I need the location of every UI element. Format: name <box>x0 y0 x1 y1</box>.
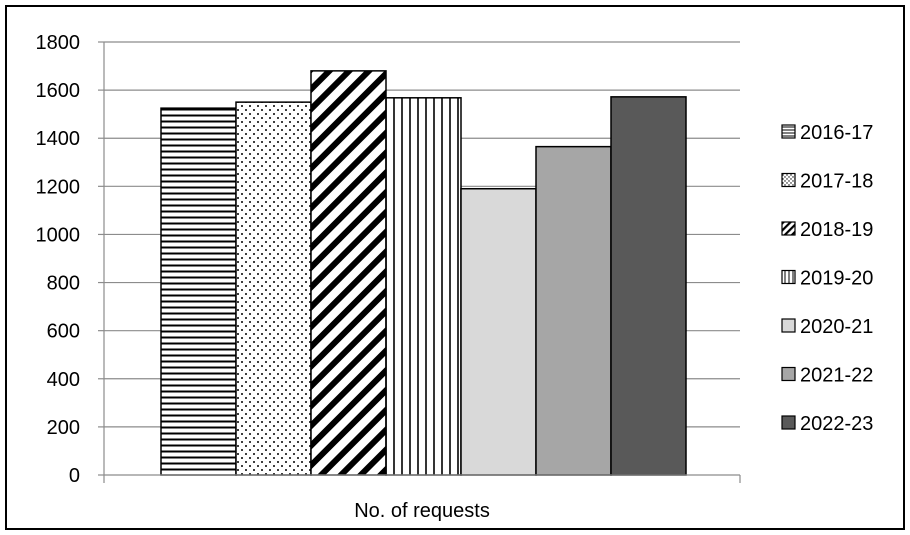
y-tick-label: 600 <box>47 321 80 343</box>
legend-label: 2019-20 <box>800 268 873 290</box>
bar-2021-22 <box>535 145 612 476</box>
y-tick-label: 200 <box>47 417 80 439</box>
legend-swatch-2022-23 <box>781 415 796 430</box>
legend-swatch-2018-19 <box>781 221 796 236</box>
y-tick-label: 400 <box>47 369 80 391</box>
legend-label: 2018-19 <box>800 219 873 241</box>
legend-label: 2016-17 <box>800 122 873 144</box>
y-tick-label: 800 <box>47 273 80 295</box>
bar-2016-17 <box>160 107 237 476</box>
legend-label: 2017-18 <box>800 171 873 193</box>
y-tick-label: 1200 <box>36 176 81 198</box>
y-tick-label: 0 <box>69 465 80 487</box>
x-axis-category-label: No. of requests <box>354 500 490 522</box>
y-tick-label: 1000 <box>36 224 81 246</box>
legend-label: 2021-22 <box>800 365 873 387</box>
y-tick-label: 1800 <box>36 32 81 54</box>
y-tick-label: 1400 <box>36 128 81 150</box>
bar-2017-18 <box>235 101 312 476</box>
legend-label: 2020-21 <box>800 316 873 338</box>
bar-2020-21 <box>460 187 537 476</box>
legend-swatch-2017-18 <box>781 172 796 188</box>
bar-2022-23 <box>610 96 687 476</box>
y-axis-tick-labels: 0 200 400 600 800 1000 1200 1400 1600 1800 <box>36 32 81 487</box>
bar-2018-19 <box>310 70 387 476</box>
bars <box>160 70 687 476</box>
axes <box>103 42 741 483</box>
bar-2019-20 <box>385 97 462 476</box>
legend-swatch-2020-21 <box>781 318 796 333</box>
legend-swatch-2016-17 <box>781 124 796 139</box>
legend-label: 2022-23 <box>800 413 873 435</box>
legend-swatch-2019-20 <box>781 269 796 285</box>
legend-swatch-2021-22 <box>781 366 796 382</box>
legend: 2016-17 2017-18 2018-19 2019-20 2020-21 2021-… <box>781 122 873 435</box>
y-tick-label: 1600 <box>36 80 81 102</box>
